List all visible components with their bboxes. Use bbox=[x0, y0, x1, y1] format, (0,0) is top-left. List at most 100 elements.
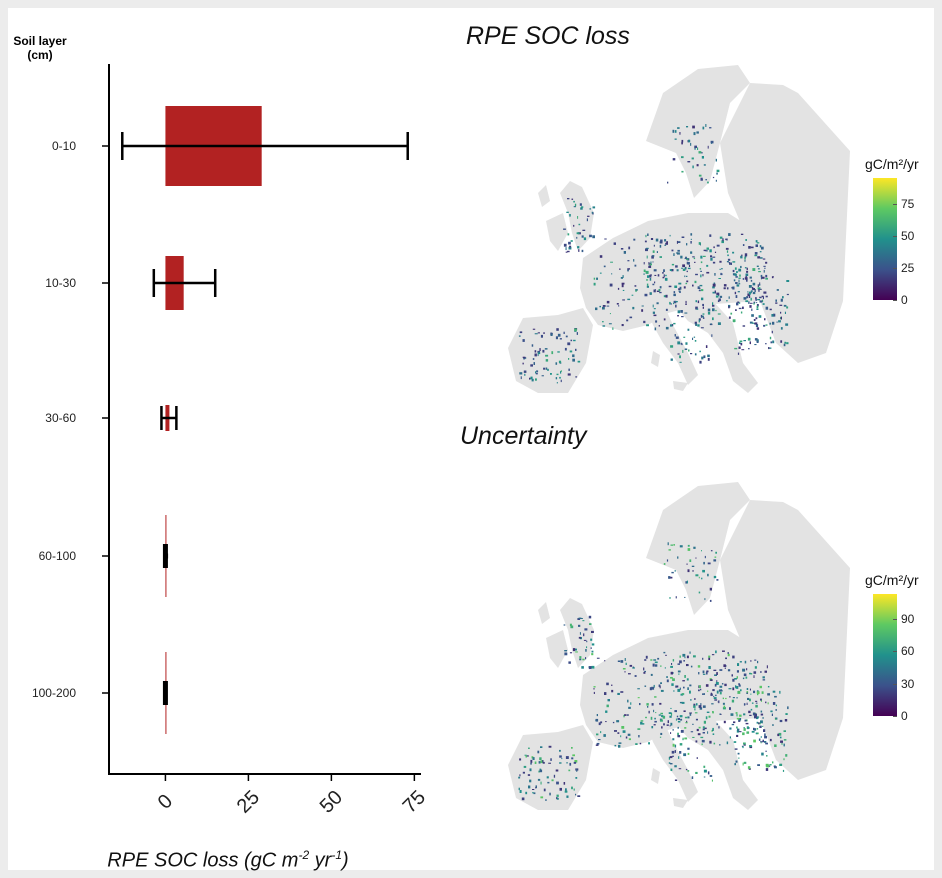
map-cell bbox=[772, 761, 774, 764]
map-cell bbox=[537, 332, 540, 334]
map-cell bbox=[764, 318, 766, 321]
map-cell bbox=[586, 218, 588, 222]
map-cell bbox=[714, 251, 717, 253]
map-cell bbox=[751, 730, 755, 733]
map-cell bbox=[704, 598, 706, 601]
map-cell bbox=[657, 657, 660, 660]
map-cell bbox=[682, 653, 686, 657]
map-cell bbox=[725, 247, 729, 250]
map-cell bbox=[772, 690, 776, 693]
map-cell bbox=[585, 649, 587, 652]
map-cell bbox=[687, 747, 690, 750]
map-cell bbox=[727, 652, 729, 654]
map-cell bbox=[703, 249, 707, 252]
map-cell bbox=[654, 720, 657, 723]
map-cell bbox=[769, 738, 772, 742]
map-cell bbox=[695, 574, 699, 577]
map-cell bbox=[669, 301, 671, 305]
map-cell bbox=[568, 368, 570, 371]
map-cell bbox=[672, 678, 675, 681]
map-cell bbox=[714, 683, 717, 687]
map-cell bbox=[783, 730, 786, 732]
map-cell bbox=[703, 164, 706, 166]
map-cell bbox=[749, 341, 751, 345]
map-cell bbox=[693, 132, 696, 136]
map-cell bbox=[671, 750, 675, 754]
map-cell bbox=[652, 283, 655, 286]
map-cell bbox=[742, 746, 744, 749]
map-cell bbox=[679, 361, 682, 363]
map-cell bbox=[738, 277, 741, 279]
map-cell bbox=[684, 675, 686, 678]
map-cell bbox=[748, 246, 751, 249]
map-cell bbox=[750, 693, 752, 695]
map-cell bbox=[605, 710, 608, 713]
map-cell bbox=[534, 761, 537, 764]
map-cell bbox=[770, 341, 773, 344]
map-cell bbox=[599, 255, 603, 258]
map-cell bbox=[685, 342, 688, 345]
map-cell bbox=[678, 756, 680, 759]
map-cell bbox=[774, 717, 778, 720]
map-cell bbox=[518, 776, 521, 779]
y-axis-title-line2: (cm) bbox=[27, 48, 52, 62]
map-cell bbox=[628, 706, 631, 709]
map-cell bbox=[734, 347, 738, 350]
map-cell bbox=[707, 690, 709, 692]
map-cell bbox=[590, 647, 592, 649]
map-cell bbox=[677, 718, 680, 720]
map-cell bbox=[632, 667, 635, 669]
map-cell bbox=[522, 356, 526, 358]
map-cell bbox=[678, 673, 680, 675]
map-cell bbox=[781, 743, 783, 745]
map-cell bbox=[563, 782, 566, 785]
map-cell bbox=[755, 732, 758, 735]
map-cell bbox=[681, 267, 684, 269]
map-cell bbox=[681, 236, 685, 238]
map-cell bbox=[573, 788, 575, 791]
map-cell bbox=[694, 353, 697, 356]
map-cell bbox=[591, 211, 594, 214]
map-cell bbox=[754, 323, 755, 325]
map-cell bbox=[733, 279, 736, 282]
map-cell bbox=[646, 255, 648, 259]
map-cell bbox=[618, 305, 620, 307]
map-cell bbox=[620, 660, 624, 663]
map-cell bbox=[650, 659, 653, 661]
figure-frame: Soil layer (cm) 0-10 10-30 30-60 60-100 100-… bbox=[8, 8, 934, 872]
map-cell bbox=[622, 730, 626, 733]
map-cell bbox=[746, 279, 748, 282]
map-cell bbox=[550, 333, 553, 336]
map-cell bbox=[755, 297, 757, 300]
map-cell bbox=[683, 660, 685, 662]
map-cell bbox=[759, 284, 761, 286]
map-cell bbox=[673, 293, 676, 297]
map-cell bbox=[748, 348, 750, 350]
map-cell bbox=[707, 562, 711, 565]
map-cell bbox=[628, 246, 631, 250]
map-cell bbox=[653, 308, 656, 310]
map-cell bbox=[670, 358, 673, 361]
map-cell bbox=[640, 721, 643, 725]
map-cell bbox=[745, 676, 748, 679]
map-cell bbox=[593, 277, 596, 280]
map-cell bbox=[705, 345, 708, 348]
legend-tick bbox=[893, 716, 897, 717]
map-cell bbox=[736, 734, 739, 737]
map-cell bbox=[707, 181, 709, 184]
map-cell bbox=[670, 345, 674, 348]
map-cell bbox=[660, 719, 663, 722]
legend-tick-label: 50 bbox=[901, 228, 915, 243]
map-cell bbox=[689, 651, 691, 654]
map-cell bbox=[649, 274, 652, 278]
map-cell bbox=[524, 754, 527, 756]
map-cell bbox=[648, 710, 650, 714]
map-cell bbox=[603, 265, 606, 268]
map-cell bbox=[556, 781, 559, 785]
map-cell bbox=[653, 314, 657, 317]
map-cell bbox=[596, 714, 598, 717]
map-cell bbox=[570, 240, 573, 242]
map-cell bbox=[698, 685, 701, 688]
map-cell bbox=[747, 291, 749, 293]
map-cell bbox=[690, 731, 694, 733]
